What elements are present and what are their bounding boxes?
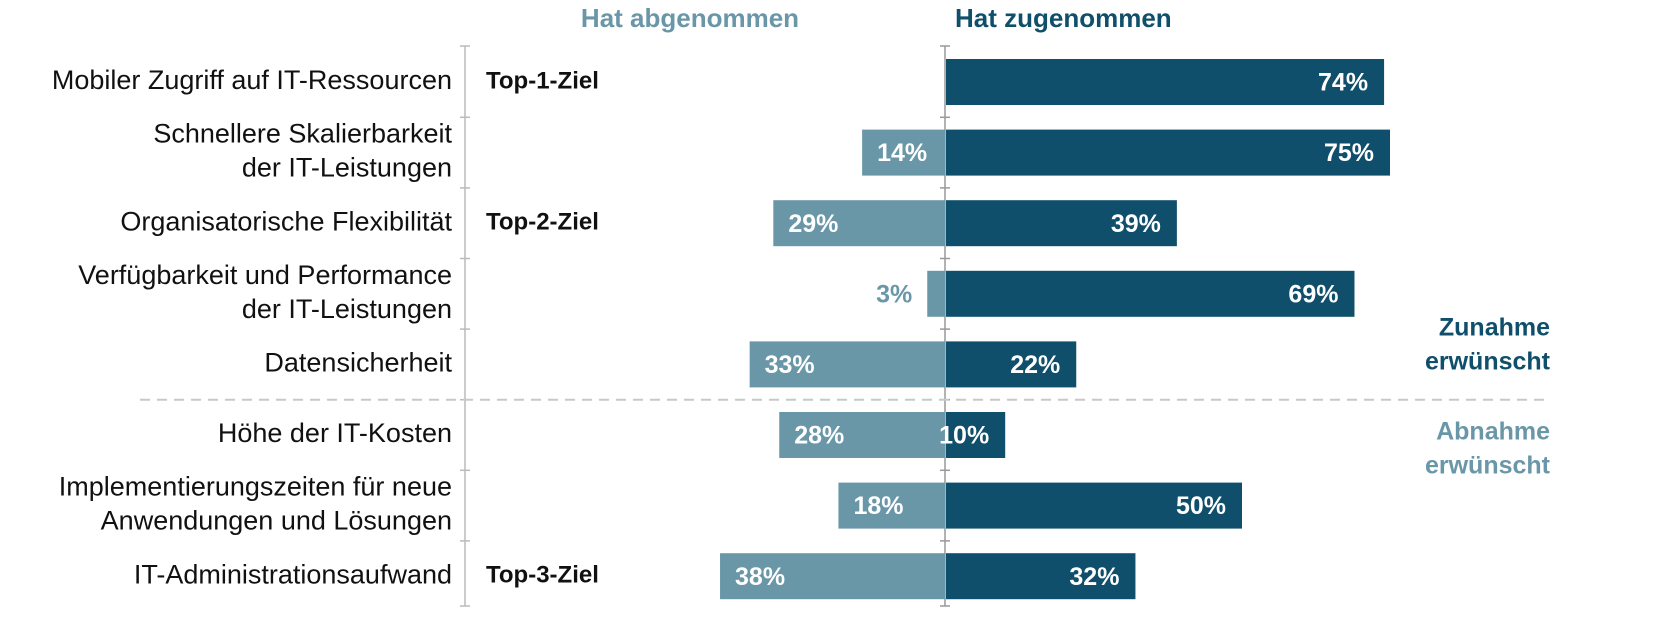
value-label: 75% bbox=[1324, 139, 1374, 167]
category-label: Datensicherheit bbox=[264, 348, 452, 378]
bar bbox=[946, 482, 1242, 529]
category-label: Verfügbarkeit und Performance der IT-Leis… bbox=[78, 260, 452, 324]
value-label: 50% bbox=[1176, 492, 1226, 520]
value-label: 10% bbox=[939, 422, 989, 450]
bar bbox=[946, 553, 1136, 600]
value-label: 14% bbox=[877, 139, 927, 167]
value-label: 22% bbox=[1010, 351, 1060, 379]
value-label: 74% bbox=[1318, 69, 1368, 97]
target-label: Top-2-Ziel bbox=[486, 209, 599, 236]
bar bbox=[927, 270, 945, 317]
target-label: Top-3-Ziel bbox=[486, 562, 599, 589]
category-label: Schnellere Skalierbarkeit der IT-Leistung… bbox=[153, 119, 452, 183]
bar bbox=[749, 341, 945, 388]
category-label: Implementierungszeiten für neue Anwendung… bbox=[59, 472, 452, 536]
bar bbox=[946, 129, 1390, 176]
value-label: 39% bbox=[1111, 210, 1161, 238]
bar bbox=[946, 341, 1077, 388]
group-label: Zunahme erwünscht bbox=[1425, 313, 1551, 375]
value-label: 32% bbox=[1069, 563, 1119, 591]
value-label: 69% bbox=[1288, 280, 1338, 308]
value-label: 28% bbox=[794, 422, 844, 450]
legend-label: Hat abgenommen bbox=[581, 3, 799, 33]
bar bbox=[838, 482, 945, 529]
value-label: 29% bbox=[788, 210, 838, 238]
bar bbox=[779, 412, 945, 458]
value-label: 3% bbox=[876, 280, 912, 308]
category-label: Höhe der IT-Kosten bbox=[218, 418, 452, 448]
bar bbox=[946, 270, 1355, 317]
category-label: Organisatorische Flexibilität bbox=[120, 206, 452, 236]
category-label: Mobiler Zugriff auf IT-Ressourcen bbox=[52, 65, 452, 95]
value-label: 18% bbox=[853, 492, 903, 520]
category-label: IT-Administrationsaufwand bbox=[134, 559, 452, 589]
bar bbox=[946, 412, 1006, 458]
bar bbox=[862, 129, 945, 176]
bar bbox=[946, 200, 1177, 247]
legend-label: Hat zugenommen bbox=[955, 3, 1172, 33]
group-label: Abnahme erwünscht bbox=[1425, 417, 1551, 479]
bar bbox=[946, 59, 1385, 105]
bar bbox=[773, 200, 945, 247]
value-label: 33% bbox=[765, 351, 815, 379]
bar bbox=[720, 553, 945, 600]
value-label: 38% bbox=[735, 563, 785, 591]
target-label: Top-1-Ziel bbox=[486, 67, 599, 94]
